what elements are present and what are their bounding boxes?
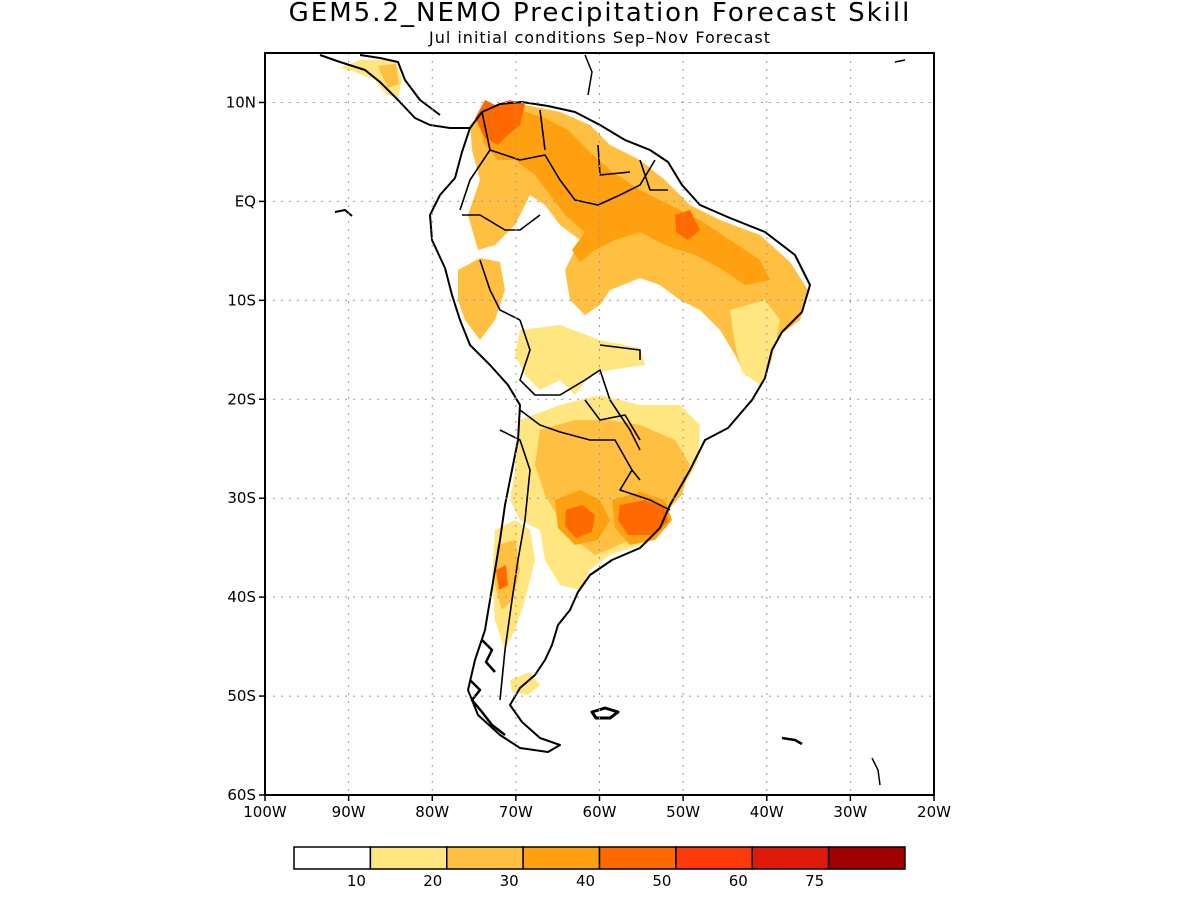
colorbar: 10 20 30 40 50 60 75 xyxy=(293,846,906,890)
central-america-caribbean-coast xyxy=(359,54,441,116)
chart-subtitle: Jul initial conditions Sep–Nov Forecast xyxy=(428,28,772,47)
lon-tick-label: 30W xyxy=(833,803,867,821)
lon-tick-label: 50W xyxy=(666,803,700,821)
chart-title: GEM5.2_NEMO Precipitation Forecast Skill xyxy=(288,0,912,28)
skill-region-northeast-peak xyxy=(675,210,700,240)
skill-region-bolivia xyxy=(515,325,645,395)
lon-tick-label: 90W xyxy=(332,803,366,821)
colorbar-swatch xyxy=(369,846,448,870)
lat-tick-label: 20S xyxy=(227,390,256,408)
lon-tick-label: 60W xyxy=(583,803,617,821)
colorbar-label: 20 xyxy=(423,872,442,890)
lat-tick-label: 10N xyxy=(226,93,256,111)
lat-tick-label: 50S xyxy=(227,687,256,705)
lat-tick-label: EQ xyxy=(235,192,256,210)
colorbar-swatch xyxy=(751,846,830,870)
colorbar-swatch xyxy=(598,846,677,870)
skill-region-central-america-core xyxy=(378,64,399,88)
lon-tick-label: 100W xyxy=(243,803,287,821)
atlantic-islands xyxy=(871,757,881,786)
colorbar-label: 75 xyxy=(805,872,824,890)
skill-region-north-peak xyxy=(475,100,525,145)
colorbar-swatch xyxy=(827,846,906,870)
falkland-islands xyxy=(590,706,620,720)
colorbar-swatch xyxy=(522,846,601,870)
lat-tick-label: 60S xyxy=(227,786,256,804)
skill-region-east-brazil xyxy=(730,300,780,385)
central-america-coastline xyxy=(319,54,470,129)
skill-region-north-core xyxy=(478,108,770,285)
colorbar-label: 10 xyxy=(347,872,366,890)
colorbar-label: 50 xyxy=(652,872,671,890)
colorbar-swatch xyxy=(293,846,372,870)
colorbar-label: 40 xyxy=(576,872,595,890)
skill-region-south-peak xyxy=(565,505,595,538)
country-borders xyxy=(459,109,671,701)
skill-region-chile-peak xyxy=(496,565,508,590)
lon-tick-label: 80W xyxy=(415,803,449,821)
galapagos-islands xyxy=(334,209,353,217)
colorbar-swatch xyxy=(446,846,524,870)
skill-region-uruguay-peak xyxy=(618,500,668,535)
chile-archipelago xyxy=(469,639,506,736)
lat-tick-label: 30S xyxy=(227,489,256,507)
skill-region-west xyxy=(458,258,505,340)
lat-tick-label: 10S xyxy=(227,291,256,309)
colorbar-swatch xyxy=(675,846,753,870)
south-georgia xyxy=(781,736,803,746)
lat-tick-label: 40S xyxy=(227,588,256,606)
caribbean-islands xyxy=(584,54,906,96)
colorbar-label: 60 xyxy=(729,872,748,890)
lon-tick-label: 20W xyxy=(917,803,951,821)
colorbar-label: 30 xyxy=(500,872,519,890)
lon-tick-label: 70W xyxy=(499,803,533,821)
lon-tick-label: 40W xyxy=(750,803,784,821)
